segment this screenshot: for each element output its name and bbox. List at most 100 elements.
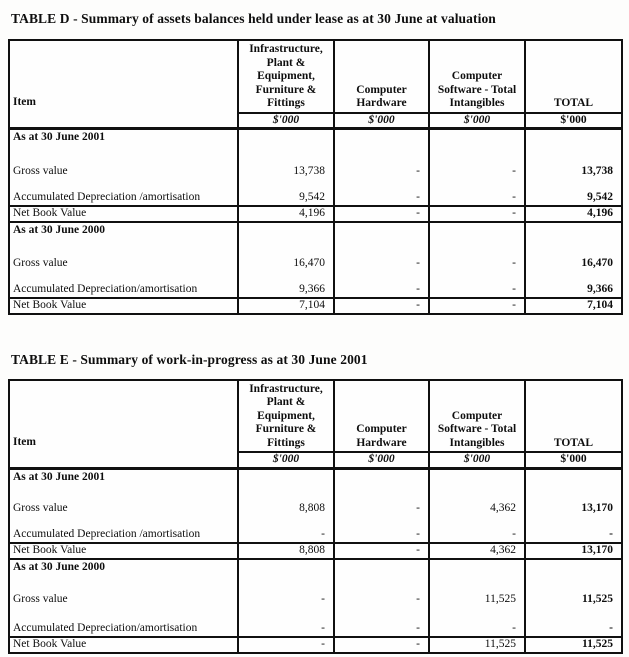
cell-software: [428, 559, 525, 577]
table-e-title: TABLE E - Summary of work-in-progress as…: [11, 351, 368, 367]
cell-hardware: -: [333, 239, 429, 271]
table-d-header-row: Item Infrastructure, Plant & Equipment, …: [9, 40, 622, 130]
row-label: Net Book Value: [9, 205, 238, 223]
cell-software: -: [428, 205, 525, 223]
cell-software: -: [428, 178, 525, 207]
table-row-section: As at 30 June 2001: [9, 128, 622, 147]
table-row: Accumulated Depreciation /amortisation 9…: [9, 178, 622, 207]
units-label: $'000: [237, 452, 334, 470]
row-label: Gross value: [13, 593, 68, 605]
cell-hardware: -: [333, 178, 429, 207]
cell-software: -: [428, 516, 525, 544]
cell-infrastructure: [237, 468, 334, 486]
cell-total: -: [524, 516, 622, 544]
table-d-units-row: $'000 $'000 $'000 $'000: [9, 112, 622, 130]
column-header-item: Item: [9, 40, 238, 130]
cell-hardware: -: [333, 577, 429, 607]
row-label: Accumulated Depreciation /amortisation: [9, 516, 238, 544]
column-header-total: TOTAL: [524, 379, 622, 453]
cell-hardware: -: [333, 516, 429, 544]
cell-hardware: -: [333, 297, 429, 314]
units-label: $'000: [428, 452, 525, 470]
row-label: Net Book Value: [13, 298, 87, 311]
row-label: Gross value: [13, 502, 68, 514]
cell-software: [428, 128, 525, 147]
cell-infrastructure: 8,808: [237, 486, 334, 516]
column-header-software: Computer Software - Total Intangibles: [428, 379, 525, 453]
row-label: Accumulated Depreciation /amortisation: [9, 178, 238, 207]
cell-infrastructure: 7,104: [237, 297, 334, 314]
cell-infrastructure: 9,542: [237, 178, 334, 207]
cell-software: -: [428, 239, 525, 271]
table-d: Item Infrastructure, Plant & Equipment, …: [8, 39, 623, 315]
units-label: $'000: [333, 112, 429, 130]
cell-software: -: [428, 270, 525, 299]
cell-software: [428, 221, 525, 240]
cell-total: 7,104: [524, 297, 622, 314]
table-row: Net Book Value - - 11,525 11,525: [9, 637, 622, 653]
cell-infrastructure: -: [237, 577, 334, 607]
column-header-hardware: Computer Hardware: [333, 40, 429, 114]
table-row: Net Book Value 8,808 - 4,362 13,170: [9, 543, 622, 560]
cell-software: [428, 468, 525, 486]
column-header-total: TOTAL: [524, 40, 622, 114]
table-row: Gross value 8,808 - 4,362 13,170: [9, 486, 622, 516]
table-row: Accumulated Depreciation /amortisation -…: [9, 516, 622, 544]
row-label: As at 30 June 2000: [13, 223, 106, 236]
cell-infrastructure: 13,738: [237, 146, 334, 179]
table-row-section: As at 30 June 2000: [9, 221, 622, 240]
cell-hardware: -: [333, 543, 429, 560]
cell-software: 4,362: [428, 543, 525, 560]
cell-total: 4,196: [524, 205, 622, 223]
cell-total: 13,170: [524, 543, 622, 560]
column-header-software: Computer Software - Total Intangibles: [428, 40, 525, 114]
table-e-header-row: Item Infrastructure, Plant & Equipment, …: [9, 379, 622, 470]
row-label: Accumulated Depreciation/amortisation: [9, 270, 238, 299]
cell-hardware: [333, 468, 429, 486]
cell-software: -: [428, 297, 525, 314]
cell-total: 11,525: [524, 637, 622, 653]
table-row: Net Book Value 4,196 - - 4,196: [9, 205, 622, 223]
row-label: Accumulated Depreciation/amortisation: [9, 607, 238, 638]
cell-hardware: -: [333, 486, 429, 516]
table-row: Gross value 16,470 - - 16,470: [9, 239, 622, 271]
cell-software: 11,525: [428, 637, 525, 653]
cell-software: 4,362: [428, 486, 525, 516]
table-row: Accumulated Depreciation/amortisation - …: [9, 607, 622, 638]
cell-hardware: -: [333, 205, 429, 223]
cell-infrastructure: -: [237, 637, 334, 653]
cell-infrastructure: 9,366: [237, 270, 334, 299]
table-e-units-row: $'000 $'000 $'000 $'000: [9, 452, 622, 470]
column-header-hardware: Computer Hardware: [333, 379, 429, 453]
row-label: As at 30 June 2001: [13, 470, 106, 483]
table-row-section: As at 30 June 2000: [9, 559, 622, 577]
cell-software: -: [428, 146, 525, 179]
cell-infrastructure: 16,470: [237, 239, 334, 271]
cell-infrastructure: [237, 221, 334, 240]
cell-total: [524, 559, 622, 577]
cell-infrastructure: 8,808: [237, 543, 334, 560]
row-label: Gross value: [13, 256, 68, 269]
units-label: $'000: [524, 112, 622, 130]
table-d-title: TABLE D - Summary of assets balances hel…: [11, 11, 496, 26]
units-label: $'000: [333, 452, 429, 470]
cell-infrastructure: [237, 128, 334, 147]
table-row-section: As at 30 June 2001: [9, 468, 622, 486]
row-label: As at 30 June 2000: [13, 561, 106, 573]
table-row: Accumulated Depreciation/amortisation 9,…: [9, 270, 622, 299]
cell-infrastructure: -: [237, 607, 334, 638]
row-label: Gross value: [13, 164, 68, 177]
units-label: $'000: [428, 112, 525, 130]
cell-hardware: [333, 128, 429, 147]
cell-total: -: [524, 607, 622, 638]
table-row: Gross value 13,738 - - 13,738: [9, 146, 622, 179]
cell-total: 9,542: [524, 178, 622, 207]
row-label: Net Book Value: [13, 638, 87, 650]
cell-total: [524, 468, 622, 486]
table-e: Item Infrastructure, Plant & Equipment, …: [8, 378, 623, 654]
units-label: $'000: [524, 452, 622, 470]
column-header-infrastructure: Infrastructure, Plant & Equipment, Furni…: [237, 379, 334, 453]
cell-infrastructure: 4,196: [237, 205, 334, 223]
cell-hardware: [333, 221, 429, 240]
